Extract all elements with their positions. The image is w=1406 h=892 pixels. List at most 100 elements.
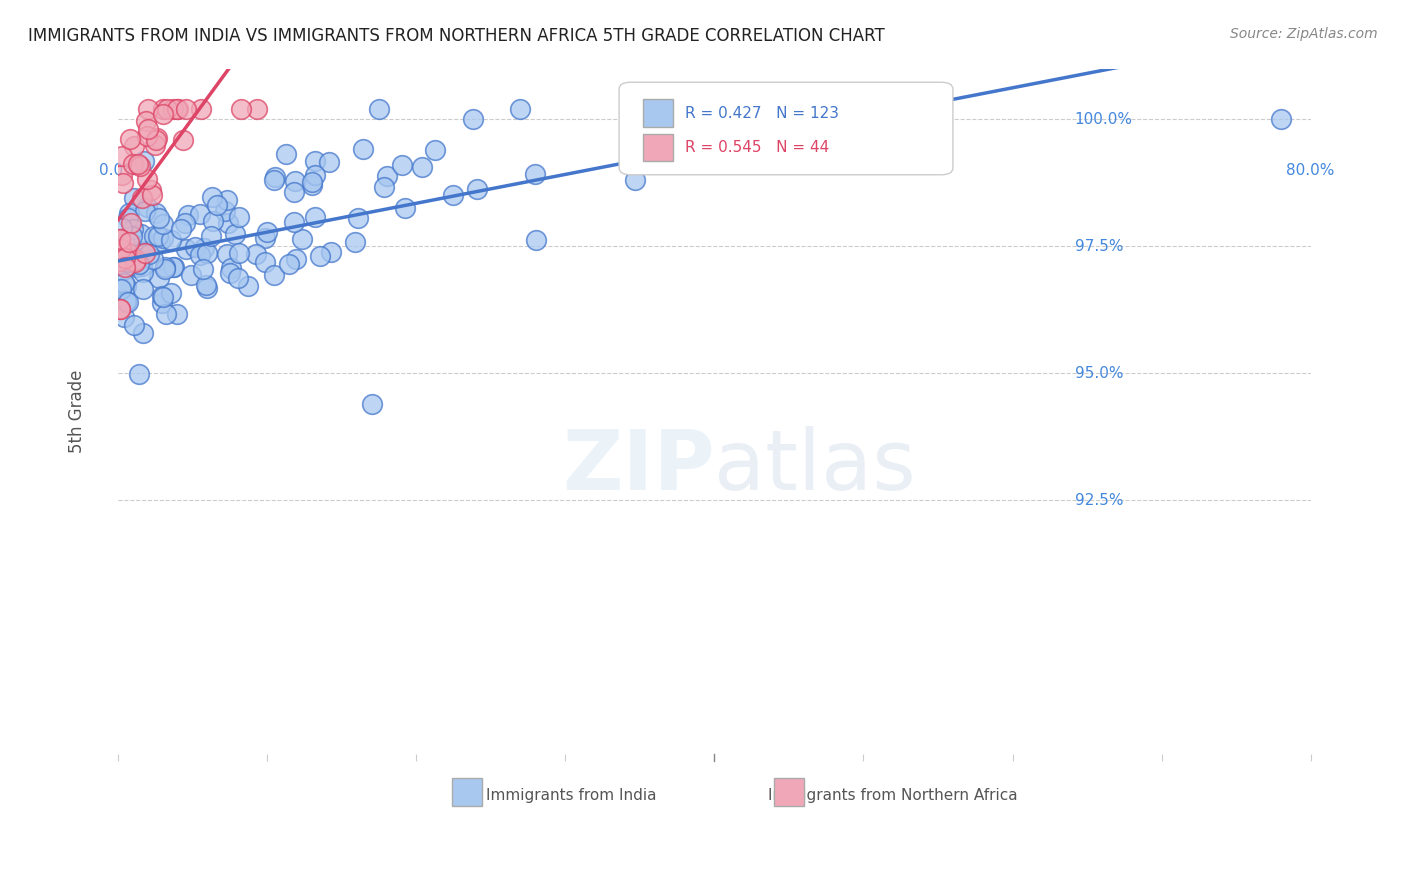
Immigrants from India: [263, 173, 285, 187]
Immigrants from Northern Africa: [152, 106, 174, 120]
Immigrants from India: [245, 247, 267, 261]
Immigrants from India: [301, 178, 323, 192]
Immigrants from Northern Africa: [141, 187, 163, 202]
Immigrants from India: [394, 202, 416, 216]
Immigrants from India: [134, 203, 156, 218]
FancyBboxPatch shape: [775, 778, 804, 805]
Immigrants from Northern Africa: [108, 301, 131, 316]
Immigrants from Northern Africa: [143, 137, 166, 152]
Immigrants from India: [160, 233, 183, 247]
Immigrants from Northern Africa: [146, 131, 169, 145]
Immigrants from India: [347, 211, 370, 225]
Immigrants from India: [134, 154, 156, 169]
Text: ZIP: ZIP: [562, 425, 714, 507]
Immigrants from India: [254, 231, 277, 245]
Immigrants from India: [148, 271, 170, 285]
Immigrants from India: [128, 245, 150, 260]
Immigrants from India: [117, 211, 139, 225]
Immigrants from Northern Africa: [136, 171, 159, 186]
Immigrants from India: [423, 143, 446, 157]
Immigrants from India: [523, 167, 546, 181]
Immigrants from India: [352, 142, 374, 156]
Immigrants from India: [143, 228, 166, 243]
Immigrants from India: [224, 227, 246, 241]
Immigrants from India: [183, 240, 205, 254]
Immigrants from India: [122, 191, 145, 205]
Immigrants from India: [217, 247, 239, 261]
Immigrants from India: [201, 213, 224, 227]
Immigrants from India: [344, 235, 367, 250]
Immigrants from India: [125, 251, 148, 265]
Text: Immigrants from Northern Africa: Immigrants from Northern Africa: [769, 788, 1018, 803]
Immigrants from India: [155, 260, 177, 275]
Immigrants from Northern Africa: [114, 251, 136, 265]
Immigrants from Northern Africa: [111, 168, 134, 182]
Text: R = 0.427   N = 123: R = 0.427 N = 123: [685, 105, 838, 120]
Immigrants from India: [122, 222, 145, 236]
Immigrants from Northern Africa: [152, 102, 174, 116]
Immigrants from Northern Africa: [136, 102, 159, 116]
Immigrants from India: [277, 257, 299, 271]
Immigrants from India: [509, 102, 531, 116]
Immigrants from Northern Africa: [110, 232, 132, 246]
Immigrants from India: [253, 255, 276, 269]
Text: 95.0%: 95.0%: [1074, 366, 1123, 381]
Immigrants from Northern Africa: [134, 246, 156, 260]
Immigrants from India: [170, 222, 193, 236]
Immigrants from Northern Africa: [129, 159, 152, 173]
Immigrants from India: [162, 260, 184, 275]
Immigrants from India: [318, 154, 340, 169]
Immigrants from India: [283, 215, 305, 229]
Immigrants from India: [219, 260, 242, 275]
Immigrants from Northern Africa: [190, 102, 212, 116]
Immigrants from India: [276, 147, 298, 161]
Immigrants from India: [131, 326, 153, 340]
Immigrants from India: [146, 228, 169, 243]
Immigrants from India: [138, 247, 160, 261]
Immigrants from India: [111, 221, 134, 235]
Immigrants from India: [411, 161, 433, 175]
Immigrants from Northern Africa: [135, 114, 157, 128]
Immigrants from India: [112, 277, 135, 291]
Immigrants from India: [115, 295, 138, 310]
Immigrants from India: [115, 293, 138, 308]
Text: 80.0%: 80.0%: [1286, 163, 1334, 178]
Immigrants from India: [173, 217, 195, 231]
Immigrants from India: [301, 175, 323, 189]
Immigrants from India: [205, 198, 228, 212]
Immigrants from Northern Africa: [122, 157, 145, 171]
Immigrants from India: [125, 260, 148, 274]
Immigrants from India: [112, 310, 135, 324]
Text: 5th Grade: 5th Grade: [67, 369, 86, 453]
Immigrants from Northern Africa: [174, 102, 197, 116]
Immigrants from India: [304, 154, 326, 169]
Immigrants from India: [108, 235, 131, 249]
Immigrants from Northern Africa: [172, 133, 194, 147]
Immigrants from India: [214, 204, 236, 219]
Immigrants from Northern Africa: [125, 253, 148, 268]
Immigrants from Northern Africa: [124, 255, 146, 269]
Immigrants from India: [201, 190, 224, 204]
FancyBboxPatch shape: [643, 134, 672, 161]
Immigrants from India: [373, 179, 395, 194]
Immigrants from India: [132, 283, 155, 297]
Immigrants from India: [461, 112, 484, 126]
Immigrants from Northern Africa: [117, 244, 139, 259]
Immigrants from India: [128, 257, 150, 271]
Immigrants from India: [375, 169, 398, 183]
Immigrants from Northern Africa: [166, 102, 188, 116]
Immigrants from India: [148, 234, 170, 248]
Immigrants from India: [111, 263, 134, 277]
Immigrants from Northern Africa: [145, 133, 167, 147]
Immigrants from India: [132, 264, 155, 278]
Immigrants from India: [191, 262, 214, 277]
Immigrants from India: [284, 174, 307, 188]
Immigrants from India: [624, 173, 647, 187]
Immigrants from India: [228, 210, 250, 224]
Immigrants from India: [391, 158, 413, 172]
Immigrants from Northern Africa: [108, 254, 131, 268]
Immigrants from India: [188, 207, 211, 221]
Immigrants from India: [128, 367, 150, 381]
Immigrants from Northern Africa: [136, 122, 159, 136]
Immigrants from India: [308, 248, 330, 262]
